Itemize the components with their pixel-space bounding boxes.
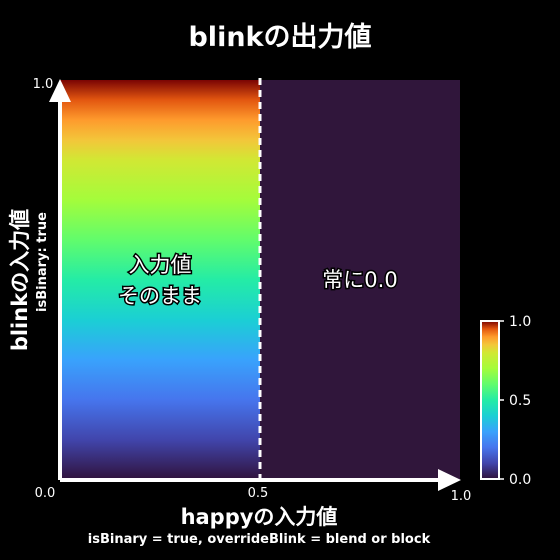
region-label-zero: 常に0.0: [322, 268, 397, 292]
chart-title: blinkの出力値: [188, 22, 371, 53]
x-tick-label-0: 0.0: [35, 486, 56, 501]
x-axis-note: isBinary = true, overrideBlink = blend o…: [88, 532, 431, 547]
x-axis-label: happyの入力値: [181, 505, 338, 529]
colorbar: [480, 320, 500, 480]
x-axis-arrow: [438, 469, 461, 491]
x-tick-label-1: 0.5: [248, 486, 269, 501]
colorbar-label-max: 1.0: [509, 314, 531, 330]
y-axis-arrow: [49, 79, 71, 102]
y-axis-note: isBinary: true: [35, 212, 50, 312]
region-passthrough: [60, 80, 260, 480]
y-tick-label-top: 1.0: [33, 77, 54, 92]
region-zero: [260, 80, 460, 480]
y-axis-label: blinkの入力値: [8, 209, 32, 351]
region-label-passthrough-line1: 入力値: [129, 253, 192, 277]
colorbar-label-mid: 0.5: [509, 393, 531, 409]
x-tick-label-2: 1.0: [451, 489, 472, 504]
colorbar-label-min: 0.0: [509, 472, 531, 488]
region-label-passthrough-line2: そのまま: [118, 284, 202, 308]
